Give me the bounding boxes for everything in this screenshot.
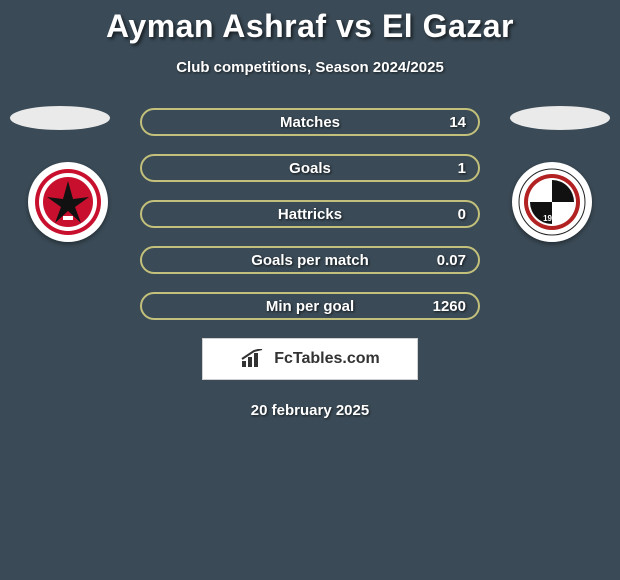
stat-value-right: 14 <box>449 114 466 131</box>
stat-label: Goals <box>289 160 331 177</box>
ghazl-crest-icon: 1936 <box>517 167 587 237</box>
al-ahly-crest-icon <box>33 167 103 237</box>
brand-box: FcTables.com <box>202 338 418 380</box>
club-badge-right: 1936 <box>512 162 592 242</box>
stat-row: Min per goal 1260 <box>140 292 480 320</box>
stat-value-right: 0 <box>458 206 466 223</box>
stat-value-right: 1260 <box>433 298 466 315</box>
stat-label: Matches <box>280 114 340 131</box>
stat-label: Min per goal <box>266 298 354 315</box>
stat-label: Goals per match <box>251 252 369 269</box>
stat-value-right: 1 <box>458 160 466 177</box>
brand-text: FcTables.com <box>274 350 380 368</box>
svg-text:1936: 1936 <box>543 214 561 223</box>
stat-row: Hattricks 0 <box>140 200 480 228</box>
date-text: 20 february 2025 <box>0 402 620 419</box>
bar-chart-icon <box>240 349 268 369</box>
subtitle: Club competitions, Season 2024/2025 <box>0 59 620 76</box>
stat-row: Matches 14 <box>140 108 480 136</box>
stat-row: Goals per match 0.07 <box>140 246 480 274</box>
comparison-panel: 1936 Matches 14 Goals 1 Hattricks 0 Goal… <box>0 106 620 419</box>
stats-list: Matches 14 Goals 1 Hattricks 0 Goals per… <box>140 106 480 320</box>
player-oval-left <box>10 106 110 130</box>
player-oval-right <box>510 106 610 130</box>
stat-value-right: 0.07 <box>437 252 466 269</box>
page-title: Ayman Ashraf vs El Gazar <box>0 0 620 45</box>
stat-label: Hattricks <box>278 206 342 223</box>
club-badge-left <box>28 162 108 242</box>
stat-row: Goals 1 <box>140 154 480 182</box>
